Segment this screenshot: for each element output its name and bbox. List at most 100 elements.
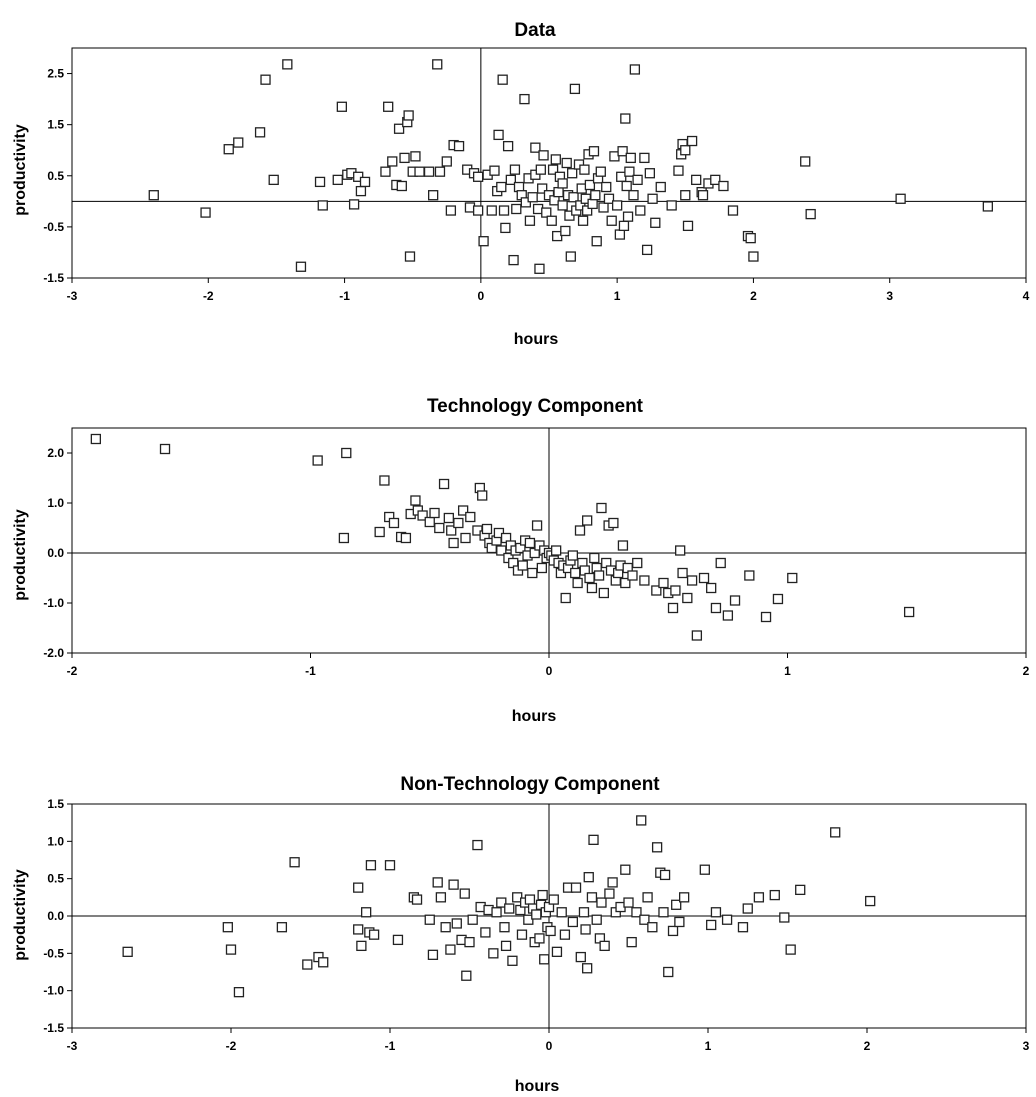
data-point-technology bbox=[903, 606, 915, 618]
data-point-data bbox=[584, 179, 596, 191]
data-point-data bbox=[598, 202, 609, 213]
data-point-technology bbox=[715, 557, 726, 569]
data-point-non-technology bbox=[427, 949, 439, 960]
data-point-non-technology bbox=[865, 895, 876, 907]
data-point-data bbox=[686, 135, 698, 147]
data-point-non-technology bbox=[795, 884, 806, 896]
data-point-data bbox=[534, 263, 545, 274]
data-point-data bbox=[595, 166, 606, 177]
x-tick-label-data: -3 bbox=[67, 289, 78, 303]
data-point-data bbox=[650, 217, 661, 228]
data-point-data bbox=[148, 190, 159, 201]
y-axis-label-technology: productivity bbox=[12, 509, 29, 601]
data-point-data bbox=[601, 181, 612, 193]
data-point-data bbox=[982, 201, 993, 212]
x-tick-label-data: 1 bbox=[614, 289, 621, 303]
data-point-data bbox=[348, 199, 360, 210]
data-point-data bbox=[509, 164, 521, 175]
data-scatter-panel: Data hours productivity -3 -2 -1 0 1 2 3 4 2.5 1.… bbox=[12, 20, 1030, 348]
y-tick-label-data: 0.5 bbox=[47, 169, 64, 183]
data-point-data bbox=[641, 244, 653, 256]
data-point-non-technology bbox=[663, 966, 674, 978]
x-tick-label-non-technology: 3 bbox=[1023, 1039, 1030, 1053]
data-point-technology bbox=[527, 567, 538, 579]
data-point-non-technology bbox=[411, 894, 423, 905]
y-axis-label-non-technology: productivity bbox=[12, 869, 29, 961]
data-point-data bbox=[260, 74, 271, 85]
data-point-technology bbox=[453, 517, 464, 529]
data-point-non-technology bbox=[233, 987, 245, 998]
data-point-data bbox=[805, 208, 816, 220]
data-point-data bbox=[489, 165, 500, 176]
x-tick-label-non-technology: 0 bbox=[546, 1039, 553, 1053]
data-point-non-technology bbox=[472, 839, 483, 851]
data-point-non-technology bbox=[607, 877, 618, 888]
data-point-technology bbox=[582, 515, 593, 526]
data-point-non-technology bbox=[570, 882, 582, 893]
data-point-technology bbox=[477, 490, 488, 501]
data-point-data bbox=[629, 64, 641, 75]
data-point-technology bbox=[524, 537, 536, 549]
data-point-non-technology bbox=[580, 924, 591, 935]
data-point-non-technology bbox=[500, 940, 512, 952]
data-point-data bbox=[748, 251, 759, 262]
data-point-data bbox=[745, 232, 756, 244]
data-point-data bbox=[414, 166, 425, 177]
data-point-technology bbox=[677, 567, 688, 579]
data-point-data bbox=[445, 205, 457, 216]
data-point-technology bbox=[608, 517, 619, 529]
data-point-non-technology bbox=[448, 879, 459, 890]
data-point-data bbox=[423, 166, 435, 177]
data-point-non-technology bbox=[392, 934, 404, 946]
y-axis-label-data: productivity bbox=[12, 124, 29, 216]
data-point-technology bbox=[710, 602, 722, 614]
data-point-data bbox=[546, 215, 557, 226]
data-point-non-technology bbox=[623, 897, 634, 908]
data-point-technology bbox=[706, 582, 717, 594]
data-point-data bbox=[538, 150, 549, 161]
data-point-non-technology bbox=[531, 909, 542, 920]
data-point-non-technology bbox=[435, 892, 447, 903]
x-tick-label-data: -2 bbox=[203, 289, 214, 303]
data-point-non-technology bbox=[353, 882, 364, 893]
data-point-technology bbox=[400, 532, 412, 544]
data-point-data bbox=[618, 220, 630, 232]
data-point-data bbox=[557, 200, 568, 211]
data-point-non-technology bbox=[276, 922, 288, 933]
data-point-technology bbox=[410, 495, 421, 506]
data-point-data bbox=[560, 225, 571, 237]
data-point-non-technology bbox=[440, 922, 451, 933]
data-point-technology bbox=[159, 443, 171, 455]
data-point-data bbox=[644, 168, 656, 179]
data-point-technology bbox=[598, 587, 610, 599]
data-point-data bbox=[624, 166, 635, 177]
data-point-non-technology bbox=[647, 922, 658, 933]
non-technology-component-scatter-panel: Non-Technology Component hours productiv… bbox=[12, 774, 1030, 1095]
data-point-data bbox=[697, 190, 709, 201]
data-point-non-technology bbox=[599, 940, 610, 952]
data-point-technology bbox=[586, 582, 598, 594]
y-tick-label-non-technology: -0.5 bbox=[43, 946, 64, 960]
data-point-non-technology bbox=[459, 888, 470, 899]
data-point-technology bbox=[388, 517, 400, 529]
y-tick-label-data: -1.5 bbox=[43, 271, 64, 285]
data-point-non-technology bbox=[551, 946, 563, 957]
data-point-non-technology bbox=[539, 954, 550, 965]
data-point-non-technology bbox=[742, 903, 753, 914]
data-point-non-technology bbox=[424, 914, 435, 925]
data-point-data bbox=[628, 190, 639, 201]
data-point-technology bbox=[574, 525, 586, 536]
x-tick-label-non-technology: 1 bbox=[705, 1039, 712, 1053]
data-point-non-technology bbox=[620, 864, 631, 875]
data-point-non-technology bbox=[582, 963, 593, 974]
data-point-data bbox=[621, 180, 632, 192]
data-point-data bbox=[383, 101, 394, 112]
data-point-data bbox=[496, 181, 507, 193]
data-point-data bbox=[332, 174, 343, 186]
y-tick-label-non-technology: -1.5 bbox=[43, 1021, 64, 1035]
data-point-non-technology bbox=[559, 929, 571, 940]
data-point-non-technology bbox=[504, 903, 515, 914]
data-point-data bbox=[380, 166, 391, 177]
x-tick-label-technology: -2 bbox=[67, 664, 78, 678]
data-point-data bbox=[478, 236, 489, 247]
